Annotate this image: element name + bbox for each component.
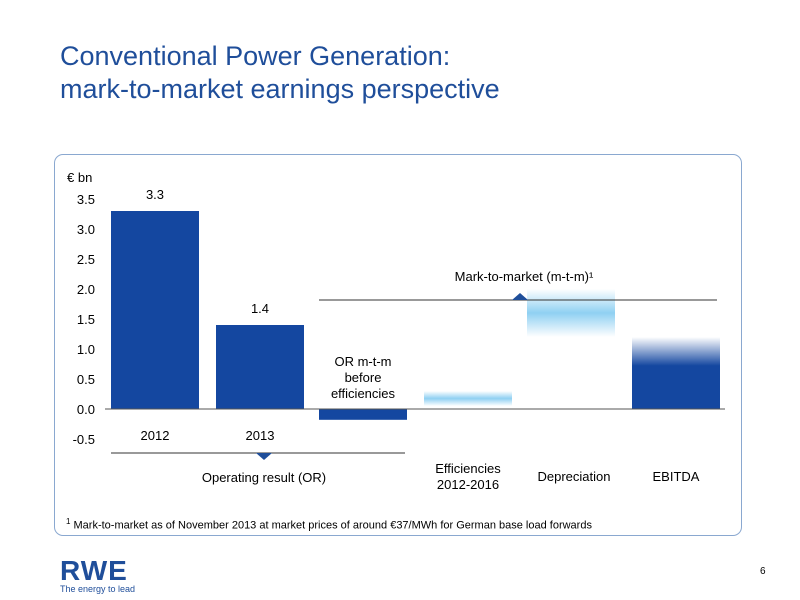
bar xyxy=(527,289,615,337)
operating-result-label: Operating result (OR) xyxy=(202,470,326,485)
category-label-2012: 2012 xyxy=(141,428,170,443)
footnote-text: Mark-to-market as of November 2013 at ma… xyxy=(73,519,592,532)
category-label-depreciation: Depreciation xyxy=(538,469,611,484)
bar xyxy=(319,409,407,420)
bar xyxy=(111,211,199,409)
category-label-or-mtm: OR m-t-m xyxy=(334,354,391,369)
category-label-or-mtm: before xyxy=(345,370,382,385)
y-tick-label: 0.0 xyxy=(77,402,95,417)
title-line-2: mark-to-market earnings perspective xyxy=(60,74,500,104)
mark-to-market-label: Mark-to-market (m-t-m)¹ xyxy=(455,269,594,284)
chart-panel: € bn 3.5 3.0 2.5 2.0 1.5 1.0 0.5 0.0 -0.5 3.3 1.4 20… xyxy=(54,154,742,536)
logo-tagline: The energy to lead xyxy=(60,584,136,594)
bar-value-label: 3.3 xyxy=(146,187,164,202)
waterfall-chart: € bn 3.5 3.0 2.5 2.0 1.5 1.0 0.5 0.0 -0.5 3.3 1.4 20… xyxy=(67,170,725,492)
category-label-2013: 2013 xyxy=(246,428,275,443)
category-label-ebitda: EBITDA xyxy=(653,469,700,484)
footnote: 1 Mark-to-market as of November 2013 at … xyxy=(66,517,592,532)
page-title: Conventional Power Generation: mark-to-m… xyxy=(60,40,500,106)
y-tick-label: 0.5 xyxy=(77,372,95,387)
y-tick-label: 2.5 xyxy=(77,252,95,267)
logo-brand: RWE xyxy=(60,555,128,586)
operating-result-marker xyxy=(256,453,272,460)
bar xyxy=(216,325,304,409)
y-tick-label: 1.0 xyxy=(77,342,95,357)
y-tick-label: -0.5 xyxy=(73,432,95,447)
category-label-efficiencies: Efficiencies xyxy=(435,461,501,476)
category-label-or-mtm: efficiencies xyxy=(331,386,396,401)
footnote-marker: 1 xyxy=(66,517,71,526)
y-tick-label: 2.0 xyxy=(77,282,95,297)
page-number: 6 xyxy=(760,566,766,577)
bar-value-label: 1.4 xyxy=(251,301,269,316)
y-tick-label: 3.0 xyxy=(77,222,95,237)
bar xyxy=(424,391,512,406)
y-axis-unit-label: € bn xyxy=(67,170,92,185)
category-label-efficiencies: 2012-2016 xyxy=(437,477,499,492)
bar xyxy=(632,337,720,409)
title-line-1: Conventional Power Generation: xyxy=(60,41,451,71)
y-tick-label: 3.5 xyxy=(77,192,95,207)
y-tick-label: 1.5 xyxy=(77,312,95,327)
rwe-logo: RWE The energy to lead xyxy=(60,555,136,595)
mark-to-market-marker xyxy=(512,293,528,300)
